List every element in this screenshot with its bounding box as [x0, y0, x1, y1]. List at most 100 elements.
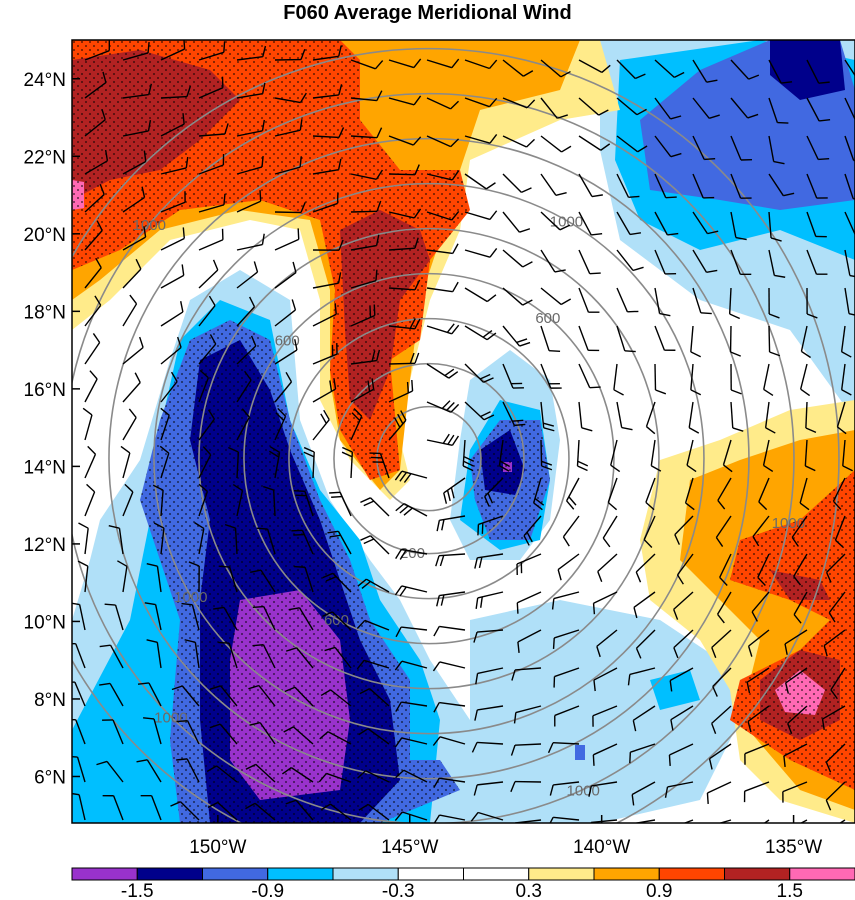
wind-barb [122, 83, 153, 99]
wind-barb [768, 249, 786, 278]
wind-barb-flag [633, 607, 638, 619]
wind-barb [540, 97, 568, 119]
wind-barb [312, 84, 343, 99]
wind-barb-flag [300, 202, 306, 213]
wind-barb [654, 211, 679, 236]
wind-barb-shaft [216, 765, 238, 783]
wind-barb-flag [748, 74, 760, 80]
wind-barb-flag [549, 784, 554, 796]
wind-barb-shaft [78, 794, 86, 821]
wind-barb-shaft [426, 59, 453, 69]
wind-barb [616, 97, 647, 116]
wind-barb [806, 59, 830, 84]
wind-barb [395, 769, 428, 783]
wind-barb-flag [361, 580, 371, 589]
wind-barb-flag [72, 602, 80, 606]
wind-barb-flag [473, 784, 478, 796]
wind-barb-shaft [768, 135, 775, 162]
wind-barb-shaft [591, 819, 618, 823]
wind-barb-flag [281, 767, 292, 775]
wind-barb-shaft [630, 743, 656, 753]
wind-barb-flag [482, 330, 493, 338]
wind-barb-flag [451, 58, 460, 69]
wind-barb-shaft [728, 287, 732, 315]
wind-barb [248, 684, 276, 707]
wind-barb-flag [139, 336, 144, 348]
wind-barb-shaft [654, 287, 661, 314]
wind-barb [578, 325, 600, 352]
wind-barb [143, 717, 162, 745]
wind-barb [153, 522, 165, 555]
wind-barb-shaft [78, 604, 86, 631]
wind-barb-flag [554, 269, 566, 273]
wind-barb-shaft [692, 287, 702, 314]
wind-barb [730, 59, 760, 80]
wind-barb-flag [128, 408, 137, 419]
wind-barb-shaft [296, 647, 314, 669]
wind-barb-flag [781, 81, 793, 84]
wind-barb [236, 190, 262, 213]
wind-barb-shaft [388, 135, 414, 146]
wind-barb-flag [533, 502, 543, 511]
wind-barb [160, 371, 178, 403]
wind-barb-flag [104, 603, 116, 606]
wind-barb [395, 548, 428, 560]
wind-barb-flag [259, 190, 262, 202]
wind-barb [616, 401, 633, 431]
wind-barb [263, 485, 276, 517]
wind-barb-shaft [654, 97, 672, 120]
wind-barb-flag [147, 119, 152, 132]
wind-barb-flag [799, 502, 810, 511]
contour-neg-0.9-s [650, 670, 700, 710]
wind-barb-shaft [832, 477, 846, 502]
wind-barb-shaft [160, 452, 170, 479]
wind-barb-flag [78, 522, 89, 529]
wind-barb [122, 119, 152, 137]
wind-barb [540, 135, 572, 153]
wind-barb [312, 378, 337, 403]
wind-barb [144, 602, 162, 631]
wind-barb [146, 639, 162, 669]
wind-barb [712, 667, 732, 697]
wind-barb-shaft [464, 211, 491, 221]
wind-barb [84, 370, 98, 403]
wind-barb-shaft [220, 685, 238, 707]
wind-barb [152, 484, 164, 517]
wind-barb-flag [635, 73, 646, 80]
wind-barb [840, 325, 852, 358]
wind-barb-shaft [160, 415, 170, 441]
wind-barb-flag [705, 827, 706, 838]
wind-barb [616, 135, 648, 153]
wind-barb-shaft [654, 59, 675, 78]
wind-barb [705, 819, 732, 838]
wind-barb-flag [299, 156, 302, 168]
wind-barb-flag [185, 156, 189, 169]
wind-barb-flag [717, 613, 725, 624]
wind-barb [635, 629, 656, 659]
wind-barb-flag [353, 407, 363, 417]
wind-barb-flag [621, 426, 633, 431]
wind-barb [464, 325, 497, 341]
wind-barb [464, 173, 496, 190]
wind-barb-shaft [793, 553, 808, 577]
wind-barb-shaft [757, 553, 770, 578]
wind-barb-shaft [350, 135, 377, 139]
wind-barb [645, 477, 656, 511]
wind-barb-shaft [610, 439, 618, 466]
wind-barb-shaft [122, 196, 145, 213]
wind-barb [250, 569, 276, 593]
wind-barb [274, 156, 302, 175]
wind-barb [692, 287, 712, 315]
wind-barb-flag [269, 446, 280, 454]
wind-barb-shaft [692, 211, 709, 235]
wind-barb-shaft [747, 705, 770, 722]
wind-barb-flag [252, 644, 264, 647]
wind-barb-flag [261, 82, 266, 94]
wind-barb-shaft [304, 567, 314, 593]
wind-barb-flag [686, 464, 697, 473]
wind-barb-flag [433, 777, 440, 789]
wind-barb [395, 701, 428, 712]
wind-barb-flag [224, 123, 229, 135]
wind-barb [136, 759, 162, 783]
wind-barb [730, 401, 744, 432]
